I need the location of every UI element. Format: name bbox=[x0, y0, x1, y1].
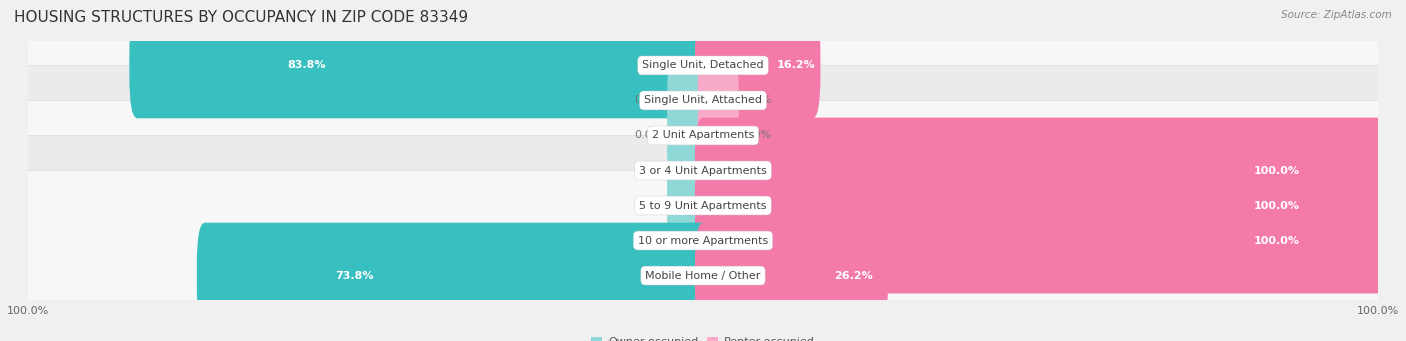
FancyBboxPatch shape bbox=[695, 118, 1386, 223]
FancyBboxPatch shape bbox=[695, 153, 1386, 258]
Text: 73.8%: 73.8% bbox=[335, 270, 374, 281]
FancyBboxPatch shape bbox=[695, 13, 821, 118]
Text: 3 or 4 Unit Apartments: 3 or 4 Unit Apartments bbox=[640, 165, 766, 176]
Text: 0.0%: 0.0% bbox=[634, 131, 662, 140]
Text: 100.0%: 100.0% bbox=[1254, 236, 1299, 246]
Text: Single Unit, Attached: Single Unit, Attached bbox=[644, 95, 762, 105]
FancyBboxPatch shape bbox=[668, 97, 709, 174]
FancyBboxPatch shape bbox=[11, 0, 1395, 170]
Text: 10 or more Apartments: 10 or more Apartments bbox=[638, 236, 768, 246]
FancyBboxPatch shape bbox=[129, 13, 711, 118]
FancyBboxPatch shape bbox=[668, 167, 709, 244]
Text: Single Unit, Detached: Single Unit, Detached bbox=[643, 60, 763, 71]
Text: 0.0%: 0.0% bbox=[634, 201, 662, 210]
Text: 100.0%: 100.0% bbox=[1254, 165, 1299, 176]
FancyBboxPatch shape bbox=[668, 202, 709, 279]
FancyBboxPatch shape bbox=[697, 97, 738, 174]
Text: 0.0%: 0.0% bbox=[634, 236, 662, 246]
FancyBboxPatch shape bbox=[11, 101, 1395, 311]
Text: Source: ZipAtlas.com: Source: ZipAtlas.com bbox=[1281, 10, 1392, 20]
Text: 5 to 9 Unit Apartments: 5 to 9 Unit Apartments bbox=[640, 201, 766, 210]
Text: 26.2%: 26.2% bbox=[834, 270, 873, 281]
Text: 2 Unit Apartments: 2 Unit Apartments bbox=[652, 131, 754, 140]
FancyBboxPatch shape bbox=[11, 30, 1395, 240]
FancyBboxPatch shape bbox=[668, 62, 709, 139]
FancyBboxPatch shape bbox=[11, 65, 1395, 276]
FancyBboxPatch shape bbox=[695, 188, 1386, 293]
FancyBboxPatch shape bbox=[668, 132, 709, 209]
FancyBboxPatch shape bbox=[11, 0, 1395, 206]
Text: 0.0%: 0.0% bbox=[634, 95, 662, 105]
Text: 16.2%: 16.2% bbox=[776, 60, 815, 71]
Text: 0.0%: 0.0% bbox=[744, 131, 772, 140]
Text: 83.8%: 83.8% bbox=[288, 60, 326, 71]
FancyBboxPatch shape bbox=[695, 223, 889, 328]
Text: 100.0%: 100.0% bbox=[1254, 201, 1299, 210]
FancyBboxPatch shape bbox=[197, 223, 711, 328]
FancyBboxPatch shape bbox=[11, 170, 1395, 341]
Text: 0.0%: 0.0% bbox=[744, 95, 772, 105]
FancyBboxPatch shape bbox=[11, 135, 1395, 341]
FancyBboxPatch shape bbox=[697, 62, 738, 139]
Text: Mobile Home / Other: Mobile Home / Other bbox=[645, 270, 761, 281]
Text: HOUSING STRUCTURES BY OCCUPANCY IN ZIP CODE 83349: HOUSING STRUCTURES BY OCCUPANCY IN ZIP C… bbox=[14, 10, 468, 25]
Legend: Owner-occupied, Renter-occupied: Owner-occupied, Renter-occupied bbox=[586, 332, 820, 341]
Text: 0.0%: 0.0% bbox=[634, 165, 662, 176]
